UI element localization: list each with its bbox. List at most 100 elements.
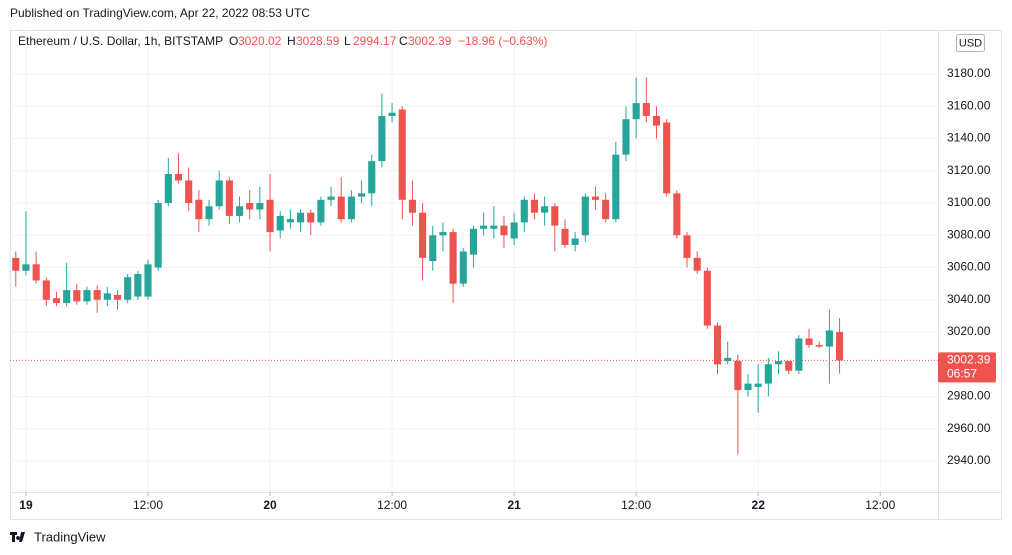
candle-body	[510, 222, 518, 239]
candle-body	[103, 293, 111, 300]
candle-body	[174, 174, 183, 181]
y-tick-label: 3040.00	[947, 292, 991, 306]
candle-body	[368, 161, 376, 194]
candle-body	[469, 228, 478, 255]
candle-body	[235, 206, 244, 216]
candle-body	[398, 109, 406, 200]
y-tick-label: 3080.00	[947, 227, 991, 241]
candle-body	[683, 235, 691, 258]
candle-body	[551, 206, 559, 226]
candle-body	[480, 225, 488, 229]
y-tick-label: 2940.00	[947, 453, 991, 467]
candle-body	[713, 325, 722, 365]
candle-body	[652, 115, 661, 126]
candle-body	[307, 212, 315, 223]
candle-body	[317, 199, 325, 223]
candle-body	[805, 338, 813, 345]
candle-body	[500, 225, 508, 236]
candle-body	[744, 383, 752, 391]
candle-body	[32, 264, 40, 281]
candle-body	[602, 199, 610, 220]
candle-body	[490, 225, 498, 229]
ohlc-value: 3020.02	[238, 34, 282, 48]
candle-body	[795, 338, 803, 371]
x-tick-label: 21	[507, 498, 521, 512]
candle-body	[663, 122, 671, 194]
y-tick-label: 2980.00	[947, 389, 991, 403]
ohlc-value: 3028.59	[296, 34, 340, 48]
x-tick-label: 19	[19, 498, 33, 512]
candle-body	[215, 180, 223, 207]
candle-body	[327, 196, 335, 200]
candle-body	[642, 103, 650, 116]
candle-body	[63, 290, 71, 304]
candle-body	[581, 196, 589, 236]
candle-body	[530, 199, 539, 213]
chart-title: Ethereum / U.S. Dollar, 1h, BITSTAMP	[18, 34, 223, 48]
countdown: 06:57	[947, 367, 977, 381]
candle-body	[612, 154, 620, 220]
ohlc-key: C	[399, 34, 408, 48]
candle-body	[815, 344, 823, 347]
ohlc-value: 2994.17	[353, 34, 397, 48]
candle-body	[296, 212, 305, 223]
candle-body	[246, 203, 254, 210]
candle-body	[622, 119, 630, 155]
y-tick-label: 3140.00	[947, 131, 991, 145]
candle-body	[124, 277, 132, 300]
candle-body	[693, 257, 701, 271]
candle-body	[195, 199, 203, 220]
currency: USD	[959, 37, 982, 49]
candle-body	[347, 196, 355, 220]
currency-badge	[956, 34, 985, 52]
candle-body	[561, 228, 569, 245]
candle-body	[632, 103, 640, 120]
candle-body	[93, 290, 101, 300]
candle-body	[734, 361, 742, 391]
brand: TradingView	[34, 529, 106, 544]
candle-body	[724, 357, 732, 362]
candle-body	[774, 361, 783, 365]
ohlc-value: 3002.39	[408, 34, 452, 48]
candle-body	[256, 203, 264, 210]
logo-icon	[10, 532, 25, 542]
candle-body	[225, 180, 233, 216]
x-tick-label: 12:00	[377, 498, 407, 512]
candle-body	[764, 364, 772, 384]
candle-body	[276, 215, 284, 231]
ohlc-key: H	[287, 34, 296, 48]
candle-body	[134, 273, 142, 297]
candle-body	[286, 219, 294, 223]
y-tick-label: 3180.00	[947, 66, 991, 80]
y-tick-label: 3020.00	[947, 324, 991, 338]
y-tick-label: 2960.00	[947, 421, 991, 435]
candle-body	[266, 199, 274, 233]
candle-body	[449, 232, 457, 284]
candle-body	[591, 196, 600, 200]
candle-body	[378, 115, 386, 162]
candle-body	[835, 332, 844, 361]
candle-body	[52, 298, 61, 304]
x-tick-label: 12:00	[133, 498, 163, 512]
candle-body	[42, 280, 50, 300]
candle-body	[520, 199, 528, 223]
y-tick-label: 3100.00	[947, 195, 991, 209]
candle-body	[144, 264, 152, 297]
candle-body	[439, 232, 447, 236]
published-note: Published on TradingView.com, Apr 22, 20…	[10, 6, 310, 20]
candle-body	[12, 257, 20, 271]
candle-body	[358, 193, 366, 197]
candle-body	[754, 383, 762, 387]
change: −18.96 (−0.63%)	[458, 34, 547, 48]
candle-body	[673, 193, 681, 236]
candle-body	[83, 290, 91, 302]
candle-body	[22, 264, 30, 271]
candle-body	[164, 174, 172, 204]
chart-frame	[10, 30, 1002, 520]
candle-body	[113, 294, 122, 300]
ohlc-key: L	[344, 34, 351, 48]
last-price-box	[938, 352, 996, 383]
candle-body	[825, 330, 833, 347]
